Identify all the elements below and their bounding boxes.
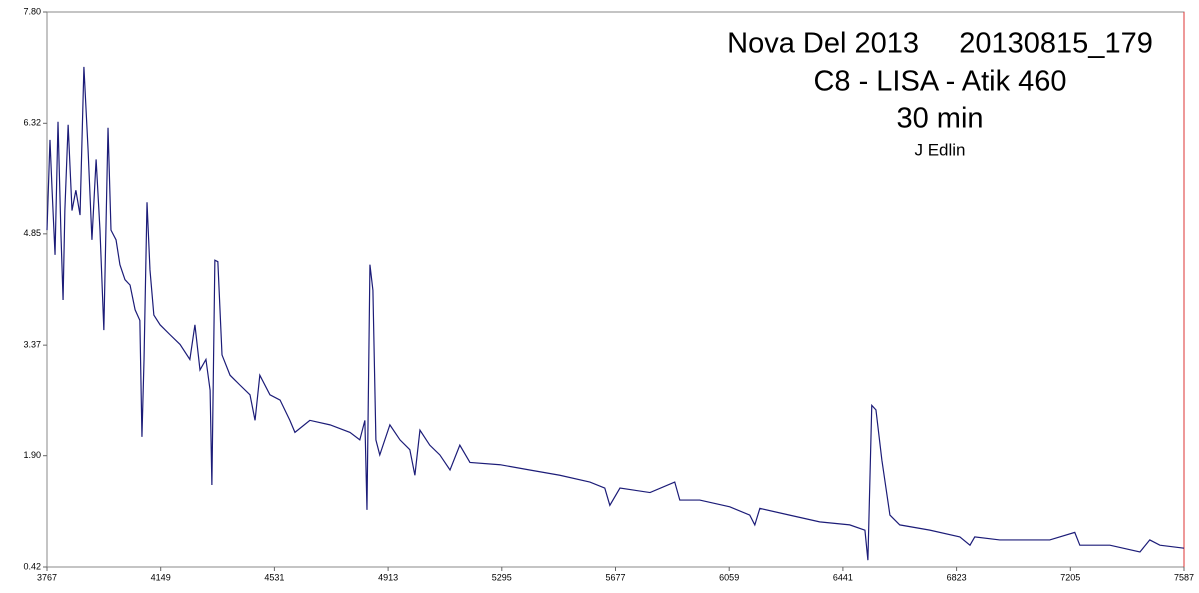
y-tick-label: 4.85: [23, 228, 41, 238]
y-tick-label: 3.37: [23, 340, 41, 350]
x-tick-label: 5677: [605, 572, 625, 582]
x-tick-label: 6441: [833, 572, 853, 582]
x-tick-label: 7205: [1060, 572, 1080, 582]
y-tick-label: 1.90: [23, 450, 41, 460]
x-tick-label: 6059: [719, 572, 739, 582]
annotation: J Edlin: [914, 140, 965, 159]
x-tick-label: 6823: [947, 572, 967, 582]
y-tick-label: 6.32: [23, 118, 41, 128]
chart-subtitle: C8 - LISA - Atik 460: [813, 66, 1066, 98]
x-tick-label: 5295: [492, 572, 512, 582]
x-tick-label: 4531: [264, 572, 284, 582]
plot-area: [46, 11, 1185, 568]
x-tick-label: 4149: [151, 572, 171, 582]
annotation: 30 min: [896, 103, 983, 135]
x-tick-label: 3767: [37, 572, 57, 582]
spectrum-line: [46, 66, 1185, 561]
x-tick-label: 4913: [378, 572, 398, 582]
chart-title: Nova Del 2013 20130815_179: [727, 28, 1153, 60]
y-tick-label: 0.42: [23, 561, 41, 571]
y-tick-label: 7.80: [23, 6, 41, 16]
x-tick-label: 7587: [1174, 572, 1194, 582]
